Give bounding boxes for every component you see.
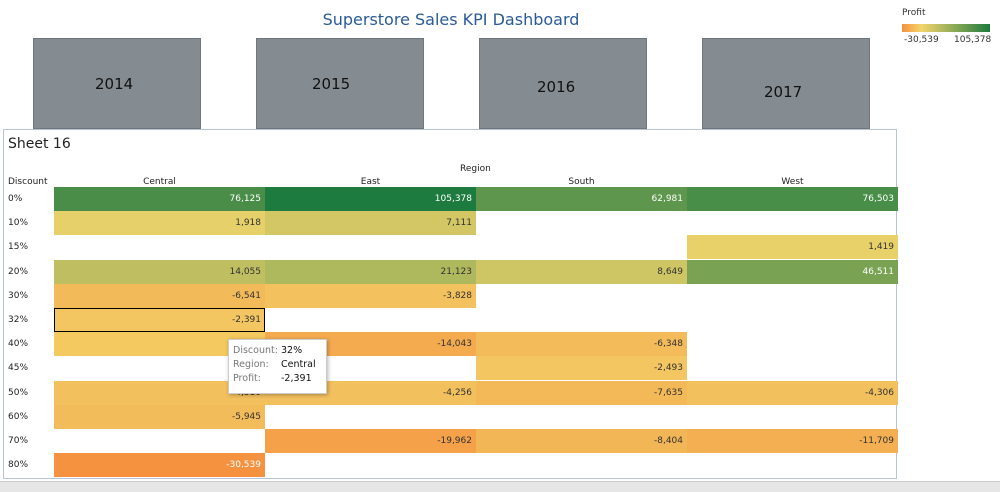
profit-cell[interactable]: -3,828 xyxy=(265,283,476,308)
row-label: 15% xyxy=(8,242,29,253)
profit-cell[interactable]: -4,306 xyxy=(687,380,898,405)
tooltip-key: Discount: xyxy=(233,345,278,356)
legend-gradient xyxy=(902,24,990,32)
column-header: West xyxy=(781,177,804,187)
row-label: 32% xyxy=(8,315,29,325)
profit-cell[interactable]: 62,981 xyxy=(476,187,687,211)
year-filter-tile[interactable]: 2016 xyxy=(479,38,647,129)
year-filter-tile[interactable]: 2015 xyxy=(256,38,424,129)
sheet-title: Sheet 16 xyxy=(8,136,71,152)
year-filter-tile[interactable]: 2014 xyxy=(33,38,201,129)
profit-cell[interactable]: -30,539 xyxy=(54,453,265,478)
column-header: Central xyxy=(143,177,176,187)
profit-cell[interactable]: 1,918 xyxy=(54,211,265,236)
row-label: 70% xyxy=(8,436,29,446)
profit-cell[interactable]: -6,541 xyxy=(54,283,265,308)
year-label: 2015 xyxy=(312,75,351,93)
row-label: 60% xyxy=(8,411,29,422)
row-label: 30% xyxy=(8,290,29,301)
profit-cell[interactable]: 76,125 xyxy=(54,187,265,211)
profit-cell[interactable]: 7,111 xyxy=(265,211,476,236)
profit-cell[interactable]: 1,419 xyxy=(687,235,898,260)
column-header: South xyxy=(568,177,595,187)
profit-cell[interactable]: -5,945 xyxy=(54,404,265,429)
row-label: 80% xyxy=(8,460,29,471)
row-label: 50% xyxy=(8,387,29,398)
sheet-frame xyxy=(3,129,897,479)
year-filter-tile[interactable]: 2017 xyxy=(702,38,870,129)
tooltip: Discount: 32% Region: Central Profit: -2,391 xyxy=(228,339,327,394)
tooltip-key: Profit: xyxy=(233,373,261,384)
profit-cell[interactable]: -7,635 xyxy=(476,380,687,405)
profit-cell[interactable]: 21,123 xyxy=(265,259,476,284)
profit-cell[interactable]: 8,649 xyxy=(476,259,687,284)
row-header: Discount xyxy=(8,177,48,187)
profit-cell[interactable]: -2,391 xyxy=(54,308,265,332)
row-label: 10% xyxy=(8,218,29,229)
row-label: 20% xyxy=(8,266,29,277)
year-label: 2014 xyxy=(95,75,134,93)
profit-cell[interactable]: -8,404 xyxy=(476,429,687,453)
legend-title: Profit xyxy=(902,8,926,18)
tooltip-key: Region: xyxy=(233,359,269,370)
year-label: 2017 xyxy=(764,83,803,101)
row-label: 0% xyxy=(8,194,23,204)
profit-cell[interactable]: 76,503 xyxy=(687,187,898,211)
tooltip-value: Central xyxy=(281,359,316,370)
profit-cell[interactable]: -19,962 xyxy=(265,429,476,453)
profit-cell[interactable]: -2,493 xyxy=(476,356,687,381)
year-label: 2016 xyxy=(537,78,576,96)
profit-cell[interactable]: 46,511 xyxy=(687,259,898,284)
tab-strip xyxy=(0,481,1000,492)
tooltip-value: -2,391 xyxy=(281,373,312,384)
legend-max: 105,378 xyxy=(954,35,992,45)
row-label: 45% xyxy=(8,363,29,374)
column-header: East xyxy=(360,177,381,187)
tooltip-value: 32% xyxy=(281,345,303,356)
profit-cell[interactable]: 14,055 xyxy=(54,259,265,284)
column-group-header: Region xyxy=(460,164,491,174)
dashboard-title: Superstore Sales KPI Dashboard xyxy=(322,10,580,29)
profit-cell[interactable]: 105,378 xyxy=(265,187,476,211)
legend-min: -30,539 xyxy=(904,35,939,45)
row-label: 40% xyxy=(8,339,29,350)
profit-cell[interactable]: -11,709 xyxy=(687,429,898,453)
profit-cell[interactable]: -6,348 xyxy=(476,332,687,357)
